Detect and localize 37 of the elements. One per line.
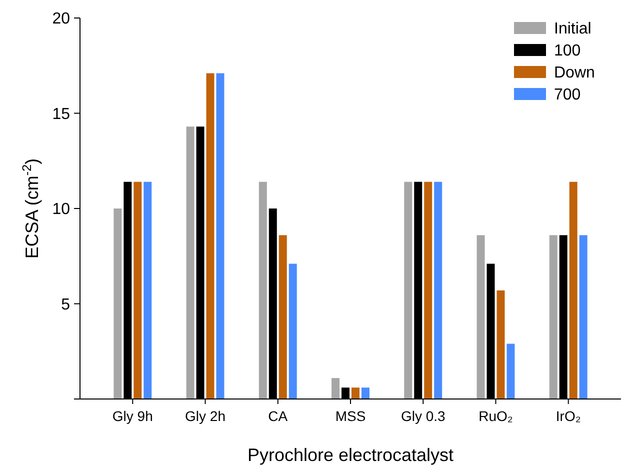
x-tick-label: MSS [335,408,366,424]
y-tick-label: 20 [52,10,70,28]
x-tick-label: IrO₂ [556,408,581,424]
bar [549,235,558,399]
x-tick-label: Gly 9h [112,408,153,424]
bar [476,235,485,399]
x-axis-title: Pyrochlore electrocatalyst [247,445,454,465]
bar [216,73,224,399]
bar [569,182,578,399]
bar [288,264,297,399]
x-tick-label: Gly 0.3 [400,408,446,424]
x-tick-label: Gly 2h [185,408,226,424]
bar [434,182,442,399]
bar [144,182,152,399]
bar [424,182,432,399]
legend-label: 100 [554,42,581,60]
bar [361,388,370,399]
bar [258,182,267,399]
y-tick-label: 5 [61,296,70,314]
bar [496,290,505,399]
legend-label: 700 [554,86,581,104]
bar [134,182,142,399]
y-tick-label: 10 [52,201,70,218]
bar [579,235,588,399]
bar [332,378,340,399]
bar [278,235,287,399]
y-tick-label: 15 [52,106,70,123]
bar [352,388,360,399]
bar [186,126,194,399]
bar [206,73,214,399]
x-tick-label: RuO₂ [478,408,513,424]
bar [114,208,122,399]
legend-label: Down [554,64,595,82]
bar [404,182,412,399]
bar [506,344,515,399]
x-tick-label: CA [268,408,288,424]
legend-label: Initial [554,20,592,38]
